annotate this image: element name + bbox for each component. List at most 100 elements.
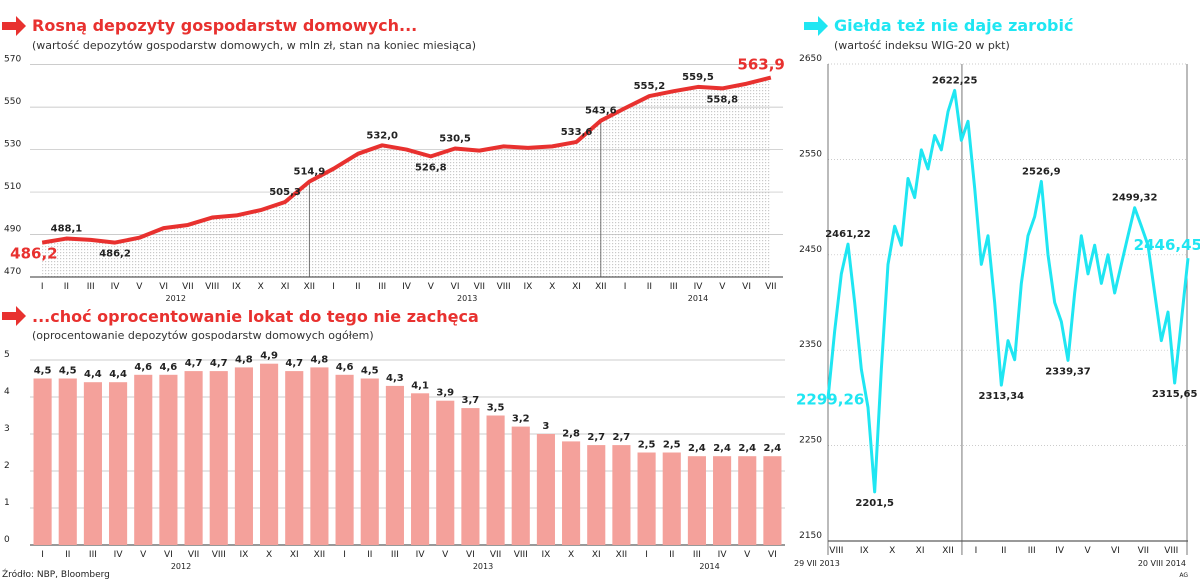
x-tick-label: XII [616, 550, 627, 560]
value-label: 505,3 [269, 187, 301, 198]
bar [134, 374, 153, 545]
value-label: 3,9 [436, 388, 454, 399]
x-tick-label: IX [240, 550, 249, 560]
value-label: 2622,25 [932, 75, 978, 86]
value-label: 530,5 [439, 134, 471, 145]
x-tick-label: IV [694, 282, 704, 292]
x-tick-label: I [624, 282, 627, 292]
line [826, 88, 1190, 494]
x-tick-label: V [442, 550, 449, 560]
start-date: 29 VII 2013 [794, 559, 840, 568]
x-tick-label: XI [572, 282, 581, 292]
value-label: 533,6 [561, 127, 593, 138]
x-tick-label: V [1084, 546, 1091, 556]
value-label: 4,3 [386, 373, 404, 384]
y-tick-label: 510 [4, 182, 21, 192]
bar [536, 434, 555, 545]
x-tick-label: VII [1138, 546, 1149, 556]
y-tick-label: 2450 [799, 245, 822, 255]
value-label: 2299,26 [796, 391, 864, 409]
x-tick-label: IV [114, 550, 124, 560]
x-tick-label: III [391, 550, 399, 560]
bar [511, 426, 530, 545]
credit: AG [1179, 572, 1188, 579]
value-label: 4,7 [210, 358, 228, 369]
x-tick-label: III [693, 550, 701, 560]
x-tick-label: VII [765, 282, 776, 292]
bar [234, 367, 253, 545]
source: Źródło: NBP, Bloomberg [2, 568, 110, 580]
x-tick-label: II [367, 550, 372, 560]
y-tick-label: 0 [4, 535, 10, 545]
year-label: 2014 [688, 294, 708, 303]
y-tick-label: 2650 [799, 54, 822, 64]
x-tick-label: I [343, 550, 346, 560]
year-label: 2013 [457, 294, 477, 303]
bar [33, 378, 52, 545]
bar [587, 445, 606, 545]
x-tick-label: V [140, 550, 147, 560]
chart-subtitle: (oprocentowanie depozytów gospodarstw do… [32, 329, 374, 342]
value-label: 4,8 [235, 354, 253, 365]
bar [385, 385, 404, 545]
x-tick-label: II [64, 282, 69, 292]
value-label: 4,5 [361, 366, 379, 377]
bar [360, 378, 379, 545]
x-tick-label: II [647, 282, 652, 292]
year-label: 2012 [171, 562, 191, 571]
x-tick-label: XI [290, 550, 299, 560]
area [42, 77, 771, 278]
bar [285, 371, 304, 545]
value-label: 4,9 [260, 351, 278, 362]
x-tick-label: VII [490, 550, 501, 560]
value-label: 2,4 [688, 443, 706, 454]
x-tick-label: I [975, 546, 978, 556]
value-label: 563,9 [737, 56, 784, 74]
x-tick-label: X [568, 550, 574, 560]
value-label: 2315,65 [1152, 389, 1198, 400]
line [41, 75, 772, 245]
value-label: 3,7 [462, 395, 480, 406]
arrow-icon [2, 306, 26, 326]
chart-title: Rosną depozyty gospodarstw domowych... [32, 16, 417, 35]
value-label: 2461,22 [825, 229, 871, 240]
x-tick-label: VIII [212, 550, 226, 560]
x-tick-label: I [41, 550, 44, 560]
x-tick-label: IX [860, 546, 869, 556]
arrow-icon [2, 16, 26, 36]
value-label: 3,2 [512, 414, 530, 425]
bar [612, 445, 631, 545]
value-label: 532,0 [366, 130, 398, 141]
value-label: 488,1 [51, 224, 83, 235]
x-tick-label: III [87, 282, 95, 292]
value-label: 2339,37 [1045, 366, 1091, 377]
x-tick-label: IX [542, 550, 551, 560]
x-tick-label: III [1028, 546, 1036, 556]
y-tick-label: 2550 [799, 149, 822, 159]
x-tick-label: IV [718, 550, 728, 560]
value-label: 2,5 [638, 440, 656, 451]
bar [738, 456, 757, 545]
bar [58, 378, 77, 545]
x-tick-label: V [744, 550, 751, 560]
x-tick-label: X [549, 282, 555, 292]
value-label: 559,5 [682, 72, 714, 83]
bar [436, 400, 455, 545]
x-tick-label: IV [111, 282, 121, 292]
value-label: 2499,32 [1112, 193, 1158, 204]
value-label: 4,7 [285, 358, 303, 369]
x-tick-label: XI [592, 550, 601, 560]
value-label: 2,4 [764, 443, 782, 454]
bar [109, 382, 128, 545]
x-tick-label: VI [742, 282, 751, 292]
x-tick-label: VI [451, 282, 460, 292]
x-tick-label: IV [416, 550, 426, 560]
y-tick-label: 490 [4, 225, 21, 235]
x-tick-label: VIII [1164, 546, 1178, 556]
bar [486, 415, 505, 545]
end-date: 20 VIII 2014 [1138, 559, 1186, 568]
x-tick-label: VI [1111, 546, 1120, 556]
bar [763, 456, 782, 545]
bar [713, 456, 732, 545]
